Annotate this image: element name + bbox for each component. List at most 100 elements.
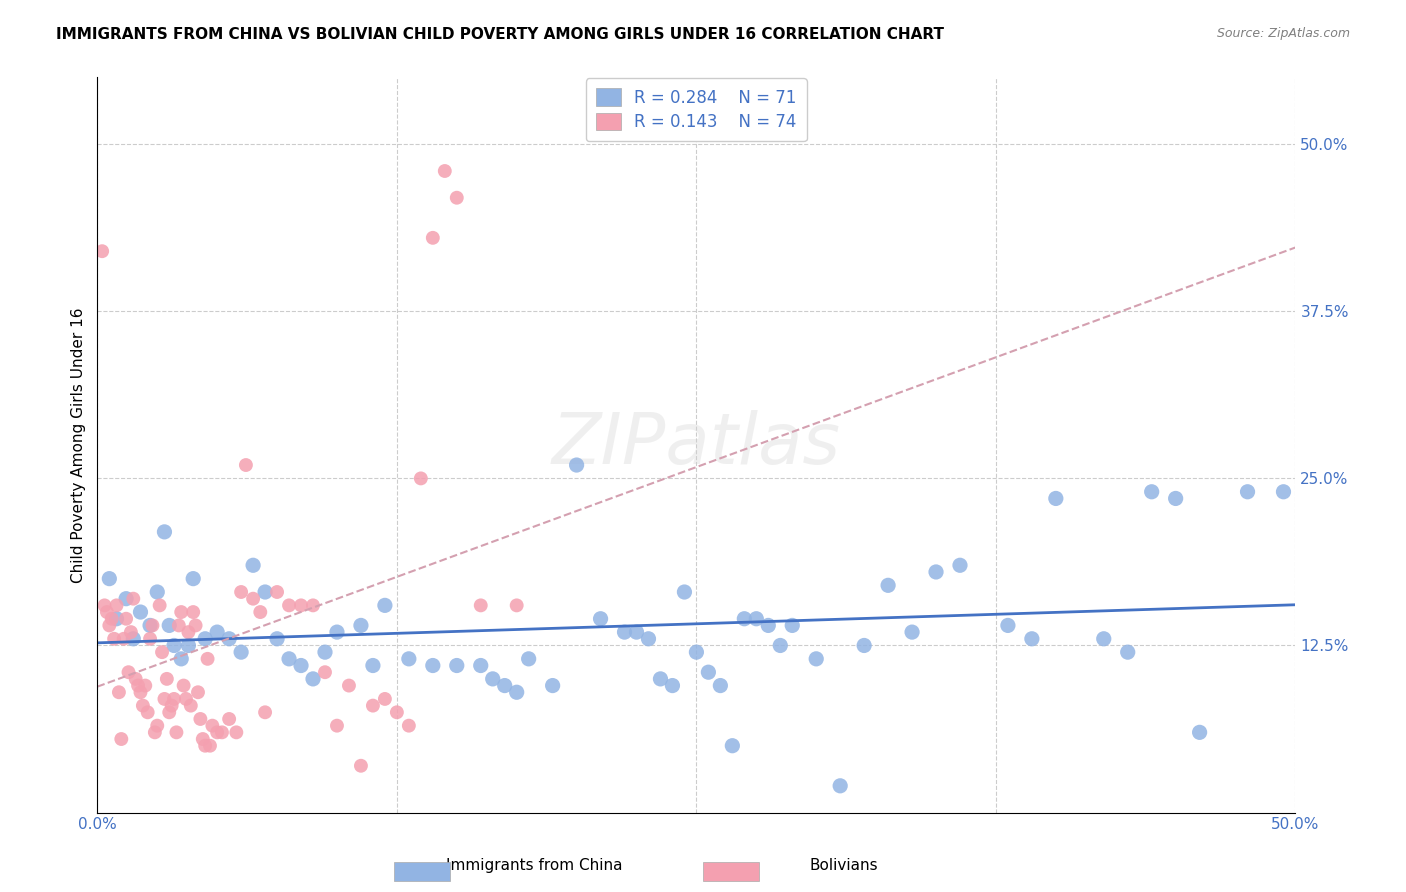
Point: [156, 672, 179, 686]
Point: [398, 719, 420, 733]
Point: [98, 618, 121, 632]
Y-axis label: Child Poverty Among Girls Under 16: Child Poverty Among Girls Under 16: [72, 307, 86, 582]
Point: [1164, 491, 1187, 506]
Point: [167, 618, 190, 632]
Point: [422, 658, 444, 673]
Point: [350, 618, 373, 632]
Point: [181, 572, 204, 586]
Point: [194, 739, 217, 753]
Point: [100, 612, 122, 626]
Point: [337, 679, 360, 693]
Text: IMMIGRANTS FROM CHINA VS BOLIVIAN CHILD POVERTY AMONG GIRLS UNDER 16 CORRELATION: IMMIGRANTS FROM CHINA VS BOLIVIAN CHILD …: [56, 27, 945, 42]
Point: [361, 658, 384, 673]
Point: [685, 645, 707, 659]
Point: [125, 672, 148, 686]
Point: [350, 758, 373, 772]
Point: [197, 652, 219, 666]
Point: [177, 625, 200, 640]
Point: [129, 605, 152, 619]
Point: [201, 719, 224, 733]
Point: [853, 639, 876, 653]
Point: [374, 692, 396, 706]
Text: Immigrants from China: Immigrants from China: [446, 858, 623, 872]
Point: [409, 471, 432, 485]
Point: [470, 599, 492, 613]
Point: [721, 739, 744, 753]
Point: [105, 612, 128, 626]
Point: [96, 605, 118, 619]
Point: [290, 599, 312, 613]
Point: [949, 558, 972, 573]
Point: [112, 632, 135, 646]
Point: [249, 605, 271, 619]
Point: [122, 591, 145, 606]
Point: [806, 652, 828, 666]
Point: [374, 599, 396, 613]
Point: [589, 612, 612, 626]
Point: [541, 679, 564, 693]
Point: [205, 725, 228, 739]
Point: [136, 706, 159, 720]
Point: [218, 712, 240, 726]
Point: [901, 625, 924, 640]
Point: [1116, 645, 1139, 659]
Point: [153, 524, 176, 539]
Point: [157, 618, 180, 632]
Text: Source: ZipAtlas.com: Source: ZipAtlas.com: [1216, 27, 1350, 40]
Point: [661, 679, 683, 693]
Point: [361, 698, 384, 713]
Point: [925, 565, 948, 579]
Point: [278, 599, 301, 613]
Point: [170, 605, 193, 619]
Point: [98, 572, 121, 586]
Point: [165, 725, 187, 739]
Point: [218, 632, 240, 646]
Point: [117, 665, 139, 680]
Point: [481, 672, 503, 686]
Point: [190, 712, 212, 726]
Point: [422, 231, 444, 245]
Point: [1092, 632, 1115, 646]
Point: [302, 672, 325, 686]
Point: [326, 625, 349, 640]
Point: [146, 719, 169, 733]
Point: [198, 739, 221, 753]
Point: [194, 632, 217, 646]
Point: [242, 558, 264, 573]
Point: [157, 706, 180, 720]
Point: [505, 599, 527, 613]
Point: [177, 639, 200, 653]
Point: [433, 164, 456, 178]
Point: [242, 591, 264, 606]
Text: ZIPatlas: ZIPatlas: [553, 410, 841, 480]
Point: [446, 191, 468, 205]
Point: [877, 578, 900, 592]
Point: [211, 725, 233, 739]
Point: [139, 632, 162, 646]
Point: [470, 658, 492, 673]
Point: [91, 244, 114, 259]
Point: [830, 779, 852, 793]
Point: [108, 685, 131, 699]
Point: [780, 618, 803, 632]
Point: [697, 665, 720, 680]
Point: [191, 732, 214, 747]
Point: [115, 591, 138, 606]
Point: [235, 458, 257, 472]
Point: [613, 625, 636, 640]
Point: [769, 639, 792, 653]
Point: [149, 599, 172, 613]
Point: [163, 692, 186, 706]
Point: [184, 618, 207, 632]
Point: [146, 585, 169, 599]
Point: [132, 698, 155, 713]
Point: [141, 618, 163, 632]
Point: [517, 652, 540, 666]
Point: [290, 658, 312, 673]
Point: [153, 692, 176, 706]
Point: [254, 706, 277, 720]
Point: [110, 732, 132, 747]
Point: [398, 652, 420, 666]
Point: [174, 692, 197, 706]
Point: [314, 665, 336, 680]
